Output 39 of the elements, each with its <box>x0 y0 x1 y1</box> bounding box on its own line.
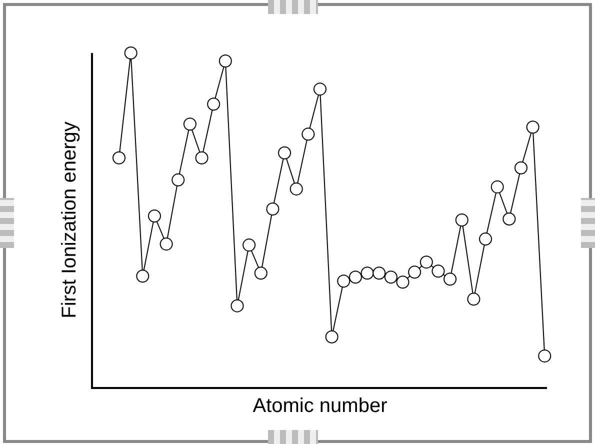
point <box>384 270 398 284</box>
point <box>325 330 338 344</box>
point <box>207 98 220 111</box>
point <box>502 212 516 226</box>
point <box>432 264 445 278</box>
point <box>420 256 433 269</box>
point <box>148 209 161 222</box>
point <box>490 180 504 194</box>
point <box>526 120 540 134</box>
x-axis-title: Atomic number <box>252 395 388 418</box>
point <box>230 299 244 312</box>
point <box>396 276 410 289</box>
point <box>314 82 326 96</box>
point <box>538 349 552 362</box>
point <box>278 146 292 160</box>
point <box>266 202 280 216</box>
point <box>254 266 268 280</box>
point <box>302 128 315 141</box>
point <box>467 292 480 306</box>
point <box>124 46 138 60</box>
point <box>408 266 422 279</box>
point <box>444 272 457 286</box>
point <box>195 151 208 164</box>
point <box>348 270 362 284</box>
point <box>136 270 150 283</box>
point <box>160 238 173 251</box>
point <box>337 274 350 288</box>
point <box>290 182 303 196</box>
point <box>183 118 196 131</box>
point <box>112 151 126 164</box>
point <box>372 266 386 280</box>
point <box>455 214 468 226</box>
point <box>360 266 374 280</box>
point <box>218 54 232 68</box>
point <box>172 173 185 186</box>
point <box>514 161 528 174</box>
point <box>479 232 492 246</box>
y-axis-title: First Ionization energy <box>58 122 80 318</box>
point <box>242 238 256 252</box>
